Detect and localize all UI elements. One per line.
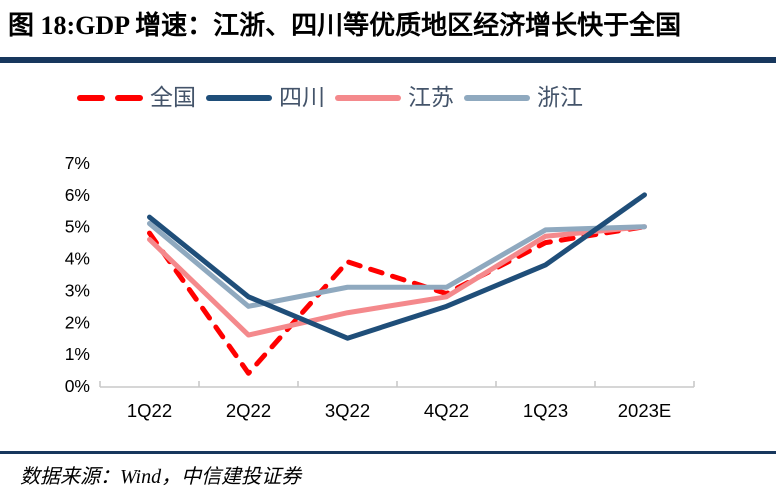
x-tick-label: 3Q22 bbox=[325, 400, 370, 421]
y-tick-label: 6% bbox=[65, 185, 90, 205]
legend-label-jiangsu: 江苏 bbox=[408, 85, 454, 110]
sichuan-legend-line-icon bbox=[206, 94, 272, 101]
y-tick-label: 5% bbox=[65, 217, 90, 237]
x-tick-label: 2023E bbox=[618, 400, 672, 421]
zhejiang-legend-line-icon bbox=[464, 94, 530, 101]
y-tick-label: 2% bbox=[65, 312, 90, 332]
legend-label-national: 全国 bbox=[150, 85, 196, 110]
gdp-growth-line-chart: 0% 1% 2% 3% 4% 5% 6% 7% 1Q22 2Q22 3Q22 4Q22 1Q23 2023… bbox=[0, 130, 776, 450]
series-line-jiangsu bbox=[147, 224, 647, 338]
x-tick-label: 4Q22 bbox=[424, 400, 469, 421]
line-chart-canvas: 0% 1% 2% 3% 4% 5% 6% 7% 1Q22 2Q22 3Q22 4Q22 1Q23 2023… bbox=[65, 153, 695, 421]
legend-item-national: 全国 bbox=[76, 86, 196, 109]
y-tick-label: 7% bbox=[65, 153, 90, 173]
x-tick-label: 1Q23 bbox=[523, 400, 568, 421]
y-tick-label: 0% bbox=[65, 376, 90, 396]
series-line-zhejiang bbox=[147, 221, 647, 309]
national-legend-line-icon bbox=[77, 94, 143, 101]
legend-item-sichuan: 四川 bbox=[205, 86, 325, 109]
legend-label-zhejiang: 浙江 bbox=[537, 85, 583, 110]
legend-label-sichuan: 四川 bbox=[279, 85, 325, 110]
x-tick-label: 2Q22 bbox=[226, 400, 271, 421]
title-divider-bar bbox=[0, 57, 776, 63]
figure-title: 图 18:GDP 增速：江浙、四川等优质地区经济增长快于全国 bbox=[8, 11, 682, 40]
data-source-note: 数据来源：Wind，中信建投证券 bbox=[20, 466, 302, 488]
footer-divider-bar bbox=[0, 451, 776, 454]
legend-item-zhejiang: 浙江 bbox=[463, 86, 583, 109]
y-tick-label: 3% bbox=[65, 280, 90, 300]
series-line-sichuan bbox=[147, 192, 647, 341]
chart-legend: 全国 四川 江苏 浙江 bbox=[76, 86, 583, 109]
series-line-national bbox=[147, 224, 647, 376]
y-tick-label: 1% bbox=[65, 344, 90, 364]
y-tick-label: 4% bbox=[65, 249, 90, 269]
x-tick-label: 1Q22 bbox=[127, 400, 172, 421]
jiangsu-legend-line-icon bbox=[335, 94, 401, 101]
legend-item-jiangsu: 江苏 bbox=[334, 86, 454, 109]
